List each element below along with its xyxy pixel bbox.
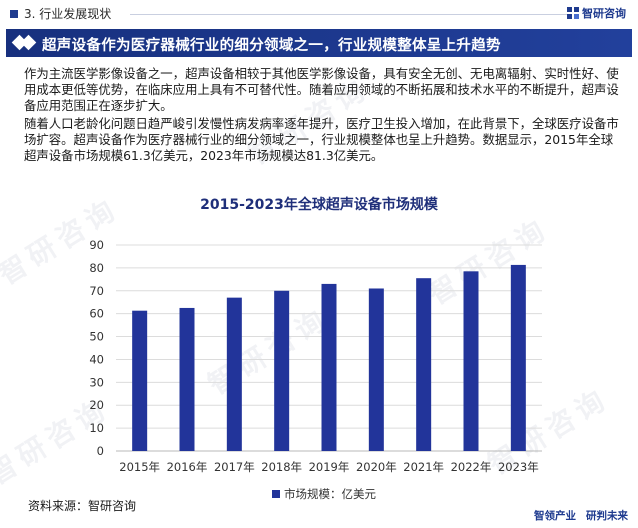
- bar: [368, 288, 384, 451]
- y-tick-label: 60: [89, 307, 104, 321]
- x-tick-label: 2019年: [309, 460, 350, 474]
- legend-label: 市场规模：亿美元: [284, 487, 376, 501]
- bar: [321, 283, 337, 451]
- y-tick-label: 0: [97, 444, 104, 458]
- x-tick-label: 2021年: [403, 460, 444, 474]
- source-note: 资料来源：智研咨询: [28, 499, 137, 513]
- body-paragraph-2: 随着人口老龄化问题日趋严峻引发慢性病发病率逐年提升，医疗卫生投入增加，在此背景下…: [24, 116, 619, 163]
- footer-slogan-right: 研判未来: [586, 510, 628, 522]
- y-tick-label: 30: [89, 375, 104, 389]
- y-tick-label: 50: [89, 330, 104, 344]
- x-tick-label: 2023年: [498, 460, 539, 474]
- y-tick-label: 70: [89, 284, 104, 298]
- x-tick-label: 2017年: [214, 460, 255, 474]
- y-tick-label: 20: [89, 398, 104, 412]
- bar: [226, 297, 242, 451]
- y-tick-label: 80: [89, 261, 104, 275]
- footer-slogan-left: 智领产业: [534, 510, 576, 522]
- brand-logo: 智研咨询: [567, 5, 626, 21]
- bar: [132, 310, 148, 451]
- y-tick-label: 90: [89, 238, 104, 252]
- top-bar: 3. 行业发展现状 智研咨询: [0, 0, 638, 26]
- bar: [510, 264, 526, 451]
- bar: [179, 307, 195, 451]
- bar: [463, 271, 479, 451]
- x-tick-label: 2020年: [356, 460, 397, 474]
- footer-slogan: 智领产业 研判未来: [534, 508, 628, 523]
- headline-title: 超声设备作为医疗器械行业的细分领域之一，行业规模整体呈上升趋势: [42, 38, 501, 54]
- headline-banner: 超声设备作为医疗器械行业的细分领域之一，行业规模整体呈上升趋势: [6, 29, 632, 57]
- section-marker-icon: [10, 10, 18, 18]
- chart-title: 2015-2023年全球超声设备市场规模: [200, 197, 438, 213]
- x-tick-label: 2016年: [167, 460, 208, 474]
- bar: [274, 290, 290, 451]
- legend-swatch: [272, 490, 280, 498]
- y-tick-label: 10: [89, 421, 104, 435]
- section-label: 3. 行业发展现状: [24, 7, 112, 21]
- x-tick-label: 2022年: [451, 460, 492, 474]
- brand-name: 智研咨询: [582, 7, 626, 20]
- y-tick-label: 40: [89, 352, 104, 366]
- body-paragraph-1: 作为主流医学影像设备之一，超声设备相较于其他医学影像设备，具有安全无创、无电离辐…: [24, 66, 619, 113]
- header-divider: [130, 14, 570, 15]
- x-tick-label: 2015年: [119, 460, 160, 474]
- brand-mark-icon: [567, 7, 579, 19]
- bar: [416, 278, 432, 451]
- x-tick-label: 2018年: [261, 460, 302, 474]
